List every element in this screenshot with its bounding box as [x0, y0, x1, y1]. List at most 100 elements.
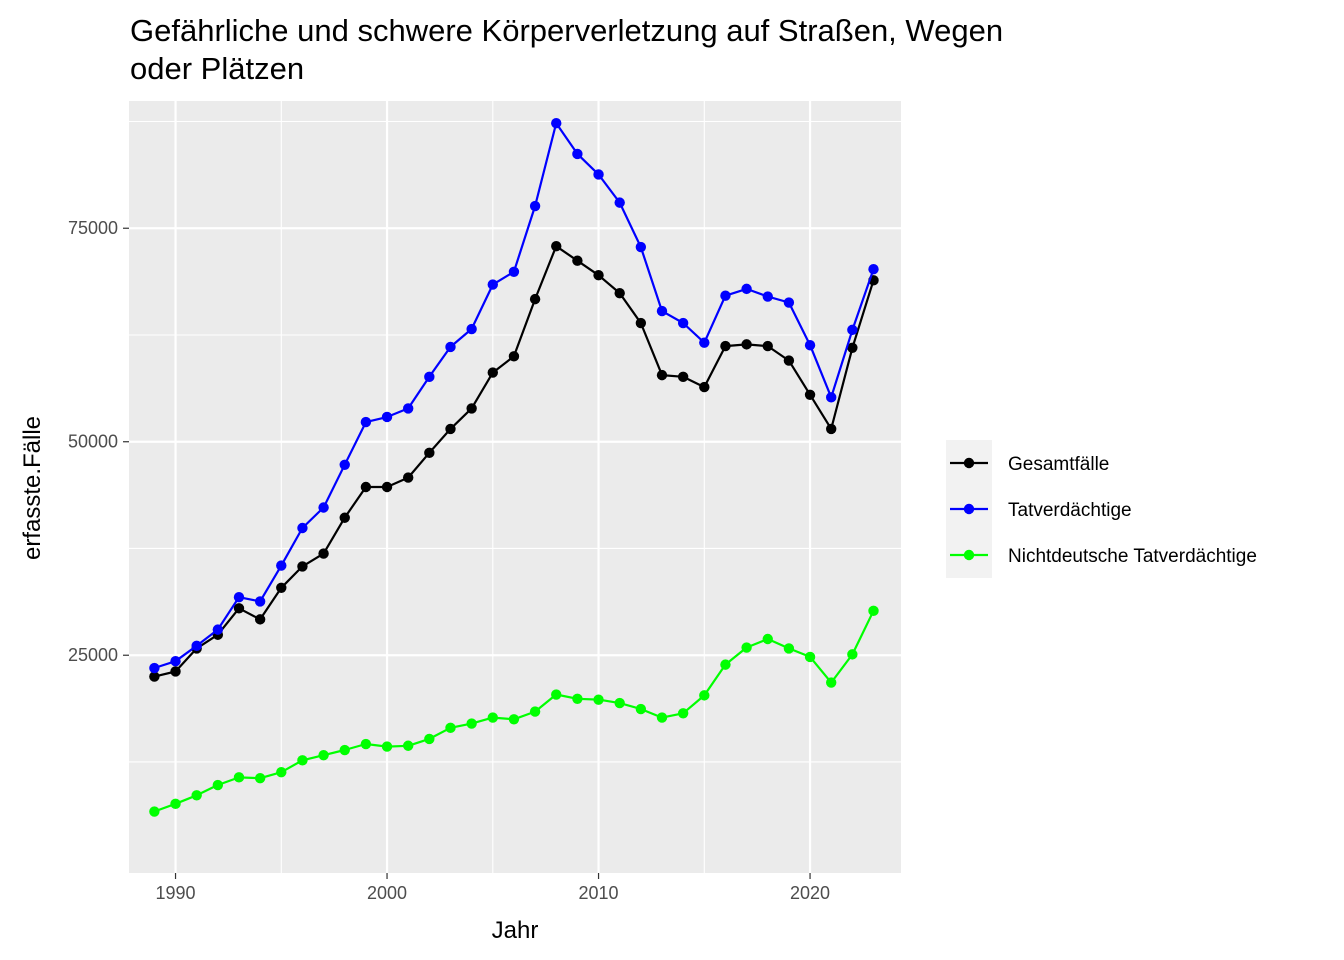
- legend-label: Tatverdächtige: [1008, 500, 1132, 521]
- data-point: [677, 317, 689, 329]
- data-point: [254, 596, 266, 607]
- data-point: [762, 291, 773, 302]
- data-point: [149, 671, 160, 682]
- data-point: [424, 447, 435, 459]
- data-point: [445, 423, 456, 435]
- data-point: [783, 643, 795, 654]
- data-point: [360, 481, 372, 493]
- data-point: [445, 341, 456, 353]
- data-point: [276, 560, 287, 571]
- data-point: [170, 656, 181, 667]
- data-point: [276, 582, 287, 593]
- data-point: [762, 340, 773, 352]
- data-point: [804, 651, 816, 663]
- data-point: [783, 355, 795, 366]
- data-point: [826, 423, 837, 435]
- data-point: [508, 266, 520, 277]
- data-point: [297, 561, 308, 572]
- data-point: [529, 293, 541, 305]
- legend-key-point: [963, 549, 975, 561]
- data-point: [677, 371, 689, 383]
- data-point: [402, 472, 414, 483]
- data-point: [741, 339, 752, 350]
- data-point: [276, 767, 287, 778]
- data-point: [699, 690, 710, 701]
- data-point: [487, 279, 498, 290]
- legend-key-point: [963, 503, 975, 515]
- data-point: [508, 351, 520, 362]
- data-point: [508, 714, 520, 725]
- data-point: [635, 241, 647, 253]
- data-point: [551, 118, 562, 129]
- data-point: [424, 733, 435, 745]
- data-point: [381, 481, 393, 493]
- data-point: [191, 790, 202, 801]
- data-point: [572, 255, 583, 266]
- data-point: [212, 624, 224, 635]
- data-point: [635, 703, 647, 715]
- data-point: [381, 741, 393, 752]
- data-point: [445, 722, 456, 734]
- data-point: [593, 270, 604, 281]
- x-tick-label: 2010: [579, 883, 619, 903]
- data-point: [402, 740, 414, 751]
- data-point: [254, 614, 266, 625]
- data-point: [656, 369, 668, 381]
- axes: 25000 50000 75000 1990 2000 2010 2020: [68, 218, 830, 903]
- data-point: [614, 697, 625, 709]
- data-point: [741, 642, 752, 653]
- y-axis-title: erfasste.Fälle: [19, 416, 46, 560]
- data-point: [551, 240, 562, 252]
- legend-key-point: [963, 457, 975, 469]
- chart-title-line-1: Gefährliche und schwere Körperverletzung…: [130, 13, 1004, 48]
- data-point: [233, 603, 245, 614]
- chart-title-line-2: oder Plätzen: [130, 51, 305, 86]
- data-point: [699, 337, 710, 348]
- data-point: [572, 693, 583, 704]
- data-point: [614, 197, 625, 208]
- y-tick-label: 25000: [68, 645, 118, 665]
- data-point: [614, 287, 625, 299]
- x-tick-label: 2020: [790, 883, 830, 903]
- data-point: [741, 283, 752, 295]
- data-point: [466, 403, 477, 414]
- data-point: [339, 459, 350, 470]
- data-point: [466, 323, 477, 335]
- data-point: [529, 706, 541, 717]
- data-point: [572, 148, 583, 160]
- panel-background: [129, 101, 901, 873]
- data-point: [487, 712, 498, 723]
- data-point: [339, 512, 350, 523]
- legend: Gesamtfälle Tatverdächtige Nichtdeutsche T…: [946, 440, 1257, 578]
- data-point: [233, 591, 245, 603]
- data-point: [254, 773, 266, 784]
- series-lines: [149, 118, 879, 817]
- legend-label: Gesamtfälle: [1008, 454, 1109, 475]
- data-point: [170, 798, 181, 810]
- data-point: [318, 502, 329, 513]
- data-point: [868, 264, 879, 275]
- data-point: [720, 659, 731, 670]
- data-point: [339, 744, 350, 756]
- data-point: [402, 403, 414, 414]
- data-point: [424, 371, 435, 383]
- data-point: [656, 712, 668, 723]
- data-point: [868, 605, 879, 617]
- data-point: [847, 649, 858, 660]
- data-point: [360, 738, 372, 750]
- data-point: [487, 367, 498, 378]
- data-point: [318, 548, 329, 559]
- x-tick-label: 2000: [367, 883, 407, 903]
- data-point: [826, 677, 837, 688]
- data-point: [212, 779, 224, 791]
- data-point: [381, 411, 393, 423]
- data-point: [804, 340, 816, 351]
- data-point: [593, 694, 604, 705]
- x-axis-title: Jahr: [492, 917, 539, 944]
- data-point: [783, 297, 795, 308]
- data-point: [318, 749, 329, 761]
- data-point: [635, 317, 647, 329]
- data-point: [191, 640, 202, 652]
- data-point: [551, 689, 562, 700]
- data-point: [762, 633, 773, 645]
